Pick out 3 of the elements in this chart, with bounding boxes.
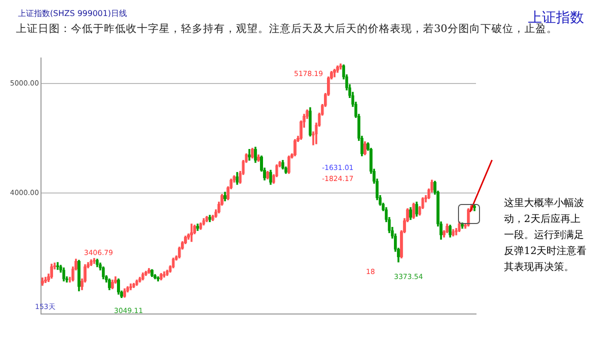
- chart-subtitle: 上证指数(SHZS 999001)日线: [18, 8, 127, 19]
- chart-title: 上证日图：今低于昨低收十字星，轻多持有，观望。注意后天及大后天的价格表现，若30分图向下破位，止盈。: [16, 23, 558, 36]
- text: 这里大概率小幅波动，2天后应再上一段。运行到满足反弹12天时注意看其表现再决策。: [504, 196, 588, 275]
